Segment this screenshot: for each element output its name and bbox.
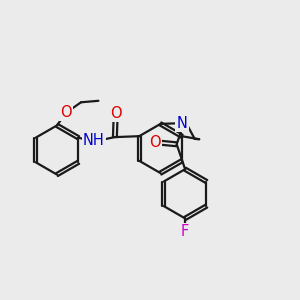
Text: O: O [110,106,121,121]
Text: N: N [177,116,188,131]
Text: F: F [181,224,189,239]
Text: O: O [149,135,161,150]
Text: O: O [60,105,72,120]
Text: NH: NH [83,133,105,148]
